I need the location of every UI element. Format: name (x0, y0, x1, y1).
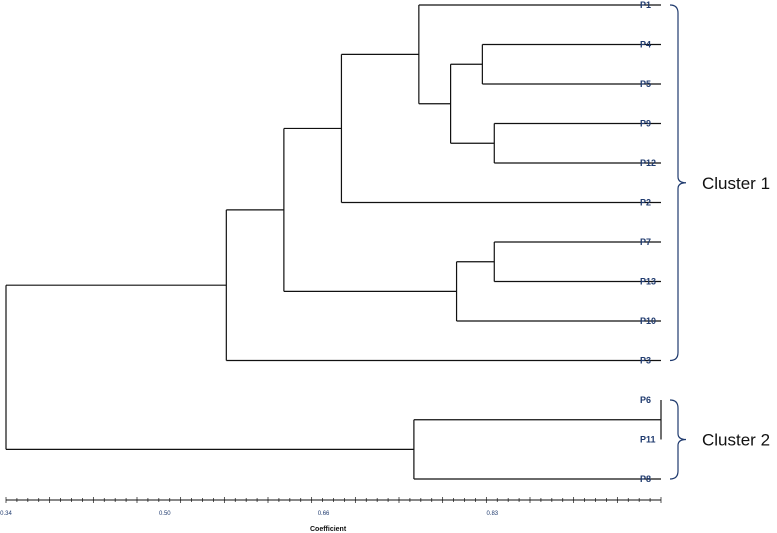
merge-m10 (283, 127, 457, 292)
leaf-label-p5: P5 (640, 79, 651, 89)
cluster-label-1: Cluster 1 (702, 174, 770, 193)
cluster-label-2: Cluster 2 (702, 431, 770, 450)
merge-m11 (225, 209, 661, 362)
tick-label-0-50: 0.50 (159, 511, 171, 517)
leaf-label-p1: P1 (640, 0, 651, 10)
merge-m2 (481, 43, 661, 85)
cluster-bracket-2 (669, 399, 687, 480)
tick-label-0-34: 0.34 (0, 511, 12, 517)
merge-m9 (340, 53, 661, 204)
leaf-labels: P1 P4 P5 P9 P12 P2 P7 P13 P10 P3 P6 P11 P8 (640, 0, 656, 484)
dendrogram-links (5, 4, 662, 480)
merge-m4 (493, 241, 661, 283)
tick-label-0-83: 0.83 (486, 511, 498, 517)
merge-m8 (413, 419, 661, 480)
leaf-label-p6: P6 (640, 395, 651, 405)
x-axis-title: Coefficient (310, 526, 347, 533)
merge-m12 (5, 284, 414, 450)
leaf-label-p8: P8 (640, 474, 651, 484)
leaf-label-p7: P7 (640, 237, 651, 247)
leaf-label-p9: P9 (640, 119, 651, 129)
leaf-label-p10: P10 (640, 316, 656, 326)
leaf-label-p12: P12 (640, 158, 656, 168)
merge-m7 (418, 4, 661, 105)
merge-m6 (455, 261, 661, 322)
tick-label-0-66: 0.66 (318, 511, 330, 517)
leaf-label-p3: P3 (640, 356, 651, 366)
cluster-bracket-1 (669, 4, 687, 362)
cluster-brackets: Cluster 1 Cluster 2 (669, 4, 770, 480)
leaf-label-p2: P2 (640, 198, 651, 208)
x-axis: 0.34 0.50 0.66 0.83 (0, 497, 662, 517)
leaf-label-p11: P11 (640, 435, 656, 445)
leaf-label-p4: P4 (640, 40, 651, 50)
merge-m3 (493, 122, 661, 164)
merge-m5 (450, 63, 495, 144)
leaf-label-p13: P13 (640, 277, 656, 287)
